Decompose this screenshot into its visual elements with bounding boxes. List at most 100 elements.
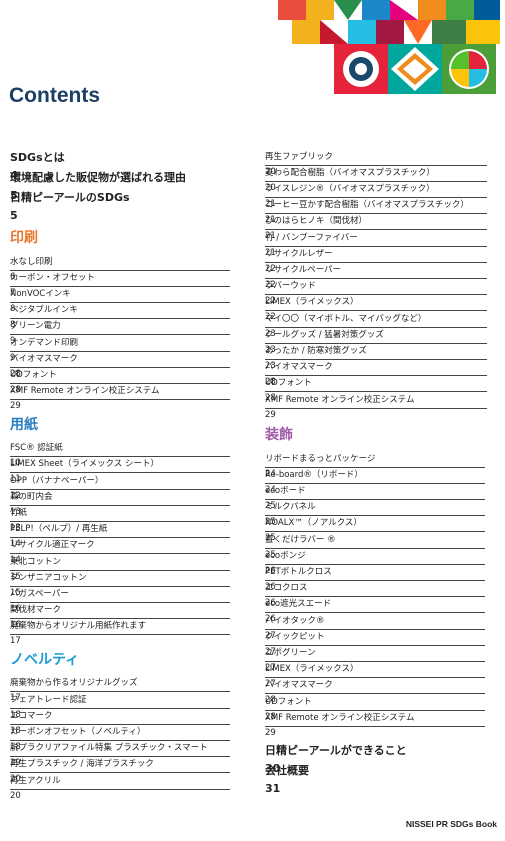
- entry-page: 26: [265, 598, 276, 609]
- entry-label: グリーン電力: [10, 321, 61, 332]
- section-heading: 用紙: [10, 416, 38, 433]
- entry-label: 置くだけラバー ®: [265, 534, 336, 545]
- entry-page: 13: [10, 522, 21, 533]
- entry-label: 再生アクリル: [10, 775, 61, 786]
- entry: バイオマスマーク 28: [265, 360, 487, 387]
- entry-label: 竹紙: [10, 507, 28, 518]
- entry-label: バイオマスマーク: [10, 353, 78, 364]
- entry: 竹紙 13: [10, 506, 230, 533]
- entry-page: 21: [265, 198, 276, 209]
- entry-page: 25: [265, 500, 276, 511]
- entry: 間伐材マーク 16: [10, 603, 230, 630]
- entry-page: 17: [10, 636, 21, 647]
- entry: UDフォント 28: [265, 376, 487, 403]
- entry-page: 20: [10, 790, 21, 801]
- entry-label: LIMEX Sheet（ライメックス シート）: [10, 459, 159, 470]
- entry: コーヒー豆かす配合樹脂（バイオマスプラスチック） 21: [265, 198, 487, 225]
- entry-page: 29: [265, 727, 276, 738]
- entry-label: PELP!（ペルプ）/ 再生紙: [10, 524, 108, 535]
- main-entry: 会社概要 31: [265, 762, 487, 795]
- entry: ecoボード 25: [265, 484, 485, 511]
- entry-label: XMF Remote オンライン校正システム: [10, 386, 160, 397]
- entry-label: リボードまるっとパッケージ: [265, 453, 376, 464]
- entry-label: NonVOCインキ: [10, 288, 71, 299]
- section-heading: 印刷: [10, 230, 38, 246]
- entry-page: 21: [265, 231, 276, 242]
- entry: ライスレジン®（バイオマスプラスチック） 21: [265, 182, 487, 209]
- entry-page: 23: [265, 360, 276, 371]
- entry: XMF Remote オンライン校正システム 29: [265, 711, 485, 738]
- entry: バイオマスマーク 28: [10, 352, 230, 379]
- entry-label: リサイクルペーパー: [265, 264, 341, 275]
- entry: マイ〇〇（マイボトル、マイバッグなど） 23: [265, 312, 487, 339]
- entry-page: 30: [265, 762, 281, 776]
- entry-label: 廃棄物からオリジナル用紙作れます: [10, 621, 147, 632]
- entry-label: 環境配慮した販促物が選ばれる理由: [10, 171, 186, 184]
- entry-label: SDGsとは: [10, 151, 65, 164]
- entry-label: ベジタブルインキ: [10, 305, 78, 316]
- entry-label: バイオタック®: [265, 615, 325, 626]
- entry: エコクロス 26: [265, 581, 485, 608]
- entry: バガスペーパー 16: [10, 587, 230, 614]
- entry-label: クイックピット: [265, 631, 325, 642]
- footer: NISSEI PR SDGs Book: [405, 819, 497, 829]
- entry-page: 7: [10, 287, 16, 298]
- entry-page: 21: [265, 247, 276, 258]
- entry-page: 28: [10, 384, 21, 395]
- entry-page: 5: [10, 209, 18, 222]
- section-heading: 装飾: [265, 427, 293, 443]
- entry-label: FSC® 認証紙: [10, 443, 63, 454]
- entry: ひのはらヒノキ（間伐材） 21: [265, 214, 487, 241]
- entry-page: 28: [10, 368, 21, 379]
- entry-page: 12: [10, 490, 21, 501]
- entry-label: ライスレジン®（バイオマスプラスチック）: [265, 183, 435, 194]
- entry-page: 18: [10, 741, 21, 752]
- entry-label: バイオマスマーク: [265, 362, 333, 373]
- entry: リサイクルレザー 22: [265, 247, 487, 274]
- entry: LIMEX（ライメックス） 27: [265, 662, 485, 689]
- entry-page: 23: [265, 344, 276, 355]
- title: Contents: [9, 84, 100, 107]
- entry-label: 竹 / バンブーファイバー: [265, 232, 358, 243]
- entry: 再生アクリル 20: [10, 774, 230, 801]
- entry-label: 廃棄物から作るオリジナルグッズ: [10, 678, 138, 689]
- entry-label: 間伐材マーク: [10, 605, 62, 616]
- entry-label: ユポグリーン: [265, 647, 316, 658]
- entry-label: リサイクルレザー: [265, 248, 333, 259]
- entry-label: ecoボード: [265, 485, 306, 496]
- entry-page: 13: [10, 506, 21, 517]
- entry-label: 会社概要: [265, 764, 309, 778]
- entry-page: 21: [265, 215, 276, 226]
- entry-page: 23: [265, 328, 276, 339]
- entry-page: 28: [265, 377, 276, 388]
- entry: あったか / 防寒対策グッズ 23: [265, 344, 487, 371]
- entry: グリーン電力 9: [10, 319, 230, 346]
- entry-page: 29: [10, 401, 21, 412]
- entry-page: 25: [265, 533, 276, 544]
- main-entry: SDGsとは 4: [10, 149, 230, 182]
- main-entry: 日精ピーアールのSDGs 5: [10, 189, 230, 222]
- entry-page: 15: [10, 587, 21, 598]
- entry: UDフォント 28: [265, 695, 485, 722]
- entry-label: エコマーク: [10, 710, 53, 721]
- entry-page: 27: [265, 662, 276, 673]
- entry-page: 14: [10, 539, 21, 550]
- entry: ベジタブルインキ 8: [10, 303, 230, 330]
- entry-label: ひのはらヒノキ（間伐材）: [265, 216, 368, 227]
- entry: 東北コットン 15: [10, 555, 230, 582]
- entry-page: 28: [265, 695, 276, 706]
- entry: ユポグリーン 27: [265, 646, 485, 673]
- entry-label: 再生プラスチック / 海洋プラスチック: [10, 759, 154, 770]
- entry: クールグッズ / 猛暑対策グッズ 23: [265, 328, 487, 355]
- entry-label: 日精ピーアールのSDGs: [10, 191, 130, 204]
- entry-page: 9: [10, 336, 16, 347]
- entry-label: UDフォント: [265, 378, 312, 389]
- entry-page: 8: [10, 303, 16, 314]
- entry: LIMEX Sheet（ライメックス シート） 11: [10, 457, 230, 484]
- entry-label: カーボンオフセット（ノベルティ）: [10, 726, 146, 737]
- entry-page: 11: [10, 474, 21, 485]
- entry-label: 麦わら配合樹脂（バイオマスプラスチック）: [265, 167, 435, 178]
- entry-label: NOALX™（ノアルクス）: [265, 518, 362, 529]
- entry-page: 15: [10, 571, 21, 582]
- entry: NonVOCインキ 8: [10, 287, 230, 314]
